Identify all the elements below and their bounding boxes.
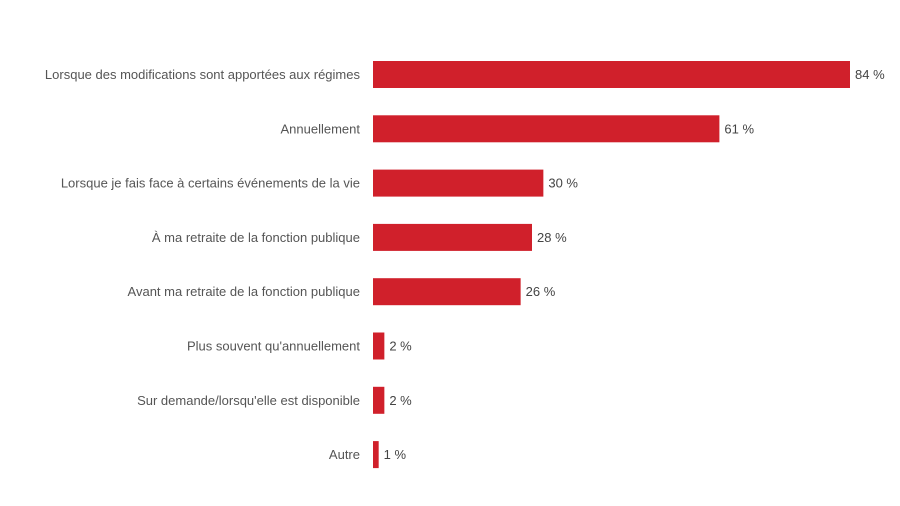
value-label: 26 % bbox=[526, 284, 556, 299]
value-label: 61 % bbox=[724, 121, 754, 136]
category-label: Lorsque je fais face à certains événemen… bbox=[61, 176, 360, 191]
bar bbox=[373, 61, 850, 88]
value-label: 84 % bbox=[855, 67, 885, 82]
value-label: 2 % bbox=[389, 339, 412, 354]
bar bbox=[373, 169, 544, 197]
category-label: Lorsque des modifications sont apportées… bbox=[45, 67, 361, 82]
bar bbox=[373, 223, 532, 251]
bar bbox=[373, 441, 379, 469]
category-label: Avant ma retraite de la fonction publiqu… bbox=[128, 284, 360, 299]
category-label: Sur demande/lorsqu'elle est disponible bbox=[137, 393, 360, 408]
bar bbox=[373, 332, 385, 360]
value-label: 30 % bbox=[548, 176, 578, 191]
value-label: 28 % bbox=[537, 230, 567, 245]
category-label: À ma retraite de la fonction publique bbox=[152, 230, 360, 245]
bar bbox=[373, 386, 385, 414]
bar bbox=[373, 278, 521, 306]
category-label: Annuellement bbox=[281, 121, 361, 136]
value-label: 2 % bbox=[389, 393, 412, 408]
bar bbox=[373, 115, 720, 143]
category-label: Plus souvent qu'annuellement bbox=[187, 339, 360, 354]
value-label: 1 % bbox=[384, 447, 407, 462]
category-label: Autre bbox=[329, 447, 360, 462]
